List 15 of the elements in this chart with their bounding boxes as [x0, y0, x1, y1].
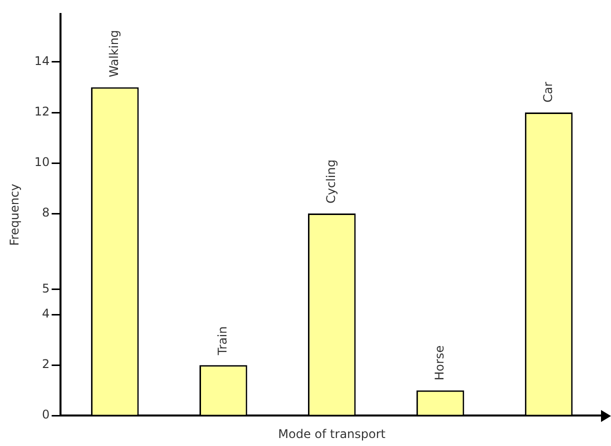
x-tick-label: Horse	[432, 345, 446, 380]
x-tick-label: Car	[540, 82, 555, 103]
x-axis-title: Mode of transport	[278, 426, 386, 441]
y-tick-label: 10	[34, 155, 50, 170]
y-tick-label: 14	[34, 54, 50, 68]
y-tick-label: 4	[42, 306, 50, 321]
x-tick-label: Train	[215, 326, 230, 356]
y-tick-label: 8	[42, 206, 50, 220]
y-axis-title: Frequency	[7, 184, 22, 246]
x-tick-label: Cycling	[324, 160, 338, 204]
x-tick-label: Walking	[107, 30, 122, 78]
y-tick-label: 12	[34, 104, 50, 119]
y-tick-label: 0	[42, 408, 50, 422]
y-tick-label: 2	[42, 357, 50, 372]
y-tick-label: 5	[42, 281, 50, 296]
